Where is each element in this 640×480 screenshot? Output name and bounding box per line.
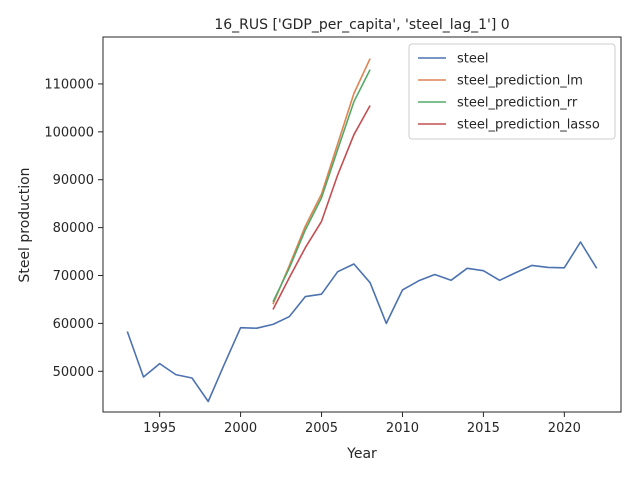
x-axis-label: Year <box>346 446 377 462</box>
chart-title: 16_RUS ['GDP_per_capita', 'steel_lag_1']… <box>214 17 509 33</box>
legend: steel steel_prediction_lm steel_prediction… <box>408 43 616 140</box>
x-axis: 1995 2000 2005 2010 2015 2020 <box>143 412 581 436</box>
legend-label: steel_prediction_lasso <box>457 118 600 133</box>
series-line-steel <box>126 241 598 403</box>
y-tick-label: 50000 <box>53 365 94 380</box>
x-tick-label: 2020 <box>548 421 581 436</box>
y-tick-label: 60000 <box>53 317 94 332</box>
legend-label: steel_prediction_rr <box>457 96 578 111</box>
x-tick-label: 2010 <box>386 421 419 436</box>
y-axis-label: Steel production <box>17 167 33 282</box>
y-tick-label: 110000 <box>44 77 94 92</box>
x-tick-label: 2005 <box>305 421 338 436</box>
y-tick-label: 90000 <box>53 173 94 188</box>
y-tick-label: 100000 <box>44 125 94 140</box>
y-tick-label: 70000 <box>53 269 94 284</box>
series-line-steel-prediction-lasso <box>272 105 371 310</box>
series-line-steel-prediction-rr <box>272 69 371 303</box>
y-tick-label: 80000 <box>53 221 94 236</box>
x-tick-label: 2000 <box>224 421 257 436</box>
legend-label: steel <box>457 52 488 67</box>
y-axis: 50000 60000 70000 80000 90000 100000 110000 <box>44 77 103 380</box>
legend-box <box>408 43 616 140</box>
x-tick-label: 2015 <box>467 421 500 436</box>
x-tick-label: 1995 <box>143 421 176 436</box>
series-layer <box>126 58 598 403</box>
legend-label: steel_prediction_lm <box>457 74 583 89</box>
series-line-steel-prediction-lm <box>272 58 371 305</box>
